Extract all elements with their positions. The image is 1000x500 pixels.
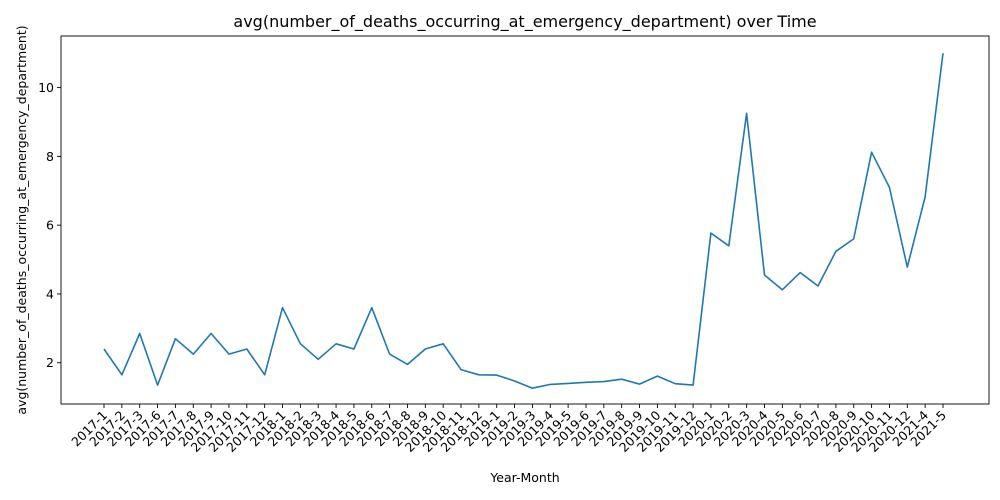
y-axis: 2 4 6 8 10 xyxy=(38,80,61,370)
chart-title: avg(number_of_deaths_occurring_at_emerge… xyxy=(233,12,816,32)
y-tick-label: 8 xyxy=(46,149,54,164)
y-tick-label: 2 xyxy=(46,355,54,370)
plot-frame xyxy=(60,35,990,405)
y-tick-label: 10 xyxy=(38,80,54,95)
x-axis: 2017-12017-22017-32017-62017-72017-82017… xyxy=(68,404,949,455)
series-line xyxy=(103,53,944,389)
y-tick-label: 6 xyxy=(46,218,54,233)
x-axis-label: Year-Month xyxy=(489,470,559,485)
plot-area: 2 4 6 8 10 2017-12017-22017-32017-62017-7201… xyxy=(38,35,990,455)
y-axis-label: avg(number_of_deaths_occurring_at_emerge… xyxy=(14,25,29,414)
y-tick-label: 4 xyxy=(46,286,54,301)
